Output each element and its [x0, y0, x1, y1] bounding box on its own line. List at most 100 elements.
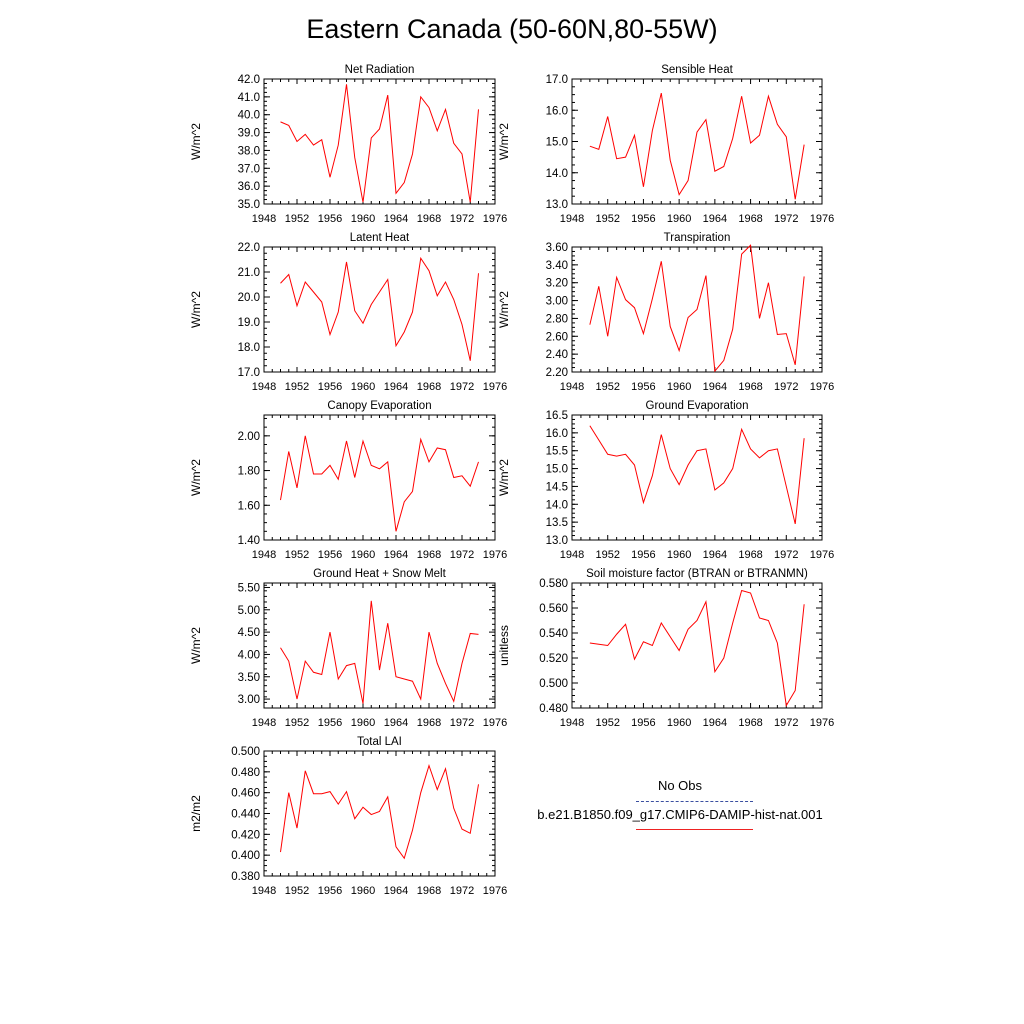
- y-tick-label: 38.0: [238, 145, 260, 157]
- x-tick-label: 1960: [667, 213, 691, 225]
- y-axis-label: W/m^2: [189, 627, 203, 664]
- y-tick-label: 16.0: [546, 428, 568, 440]
- x-tick-label: 1956: [631, 381, 655, 393]
- x-tick-label: 1976: [810, 549, 834, 561]
- x-tick-label: 1960: [667, 717, 691, 729]
- x-tick-label: 1952: [595, 213, 619, 225]
- x-tick-label: 1972: [450, 381, 474, 393]
- x-tick-label: 1948: [252, 717, 276, 729]
- y-axis-label: W/m^2: [497, 291, 511, 328]
- chart-panel-7: Ground Heat + Snow Melt W/m^2 1948 1952 1956…: [189, 568, 507, 729]
- x-tick-label: 1976: [810, 381, 834, 393]
- x-tick-label: 1948: [252, 213, 276, 225]
- y-tick-label: 41.0: [238, 92, 260, 104]
- y-tick-label: 0.380: [231, 871, 260, 883]
- y-tick-label: 40.0: [238, 110, 260, 122]
- x-tick-label: 1968: [738, 381, 762, 393]
- chart-panel-8: Soil moisture factor (BTRAN or BTRANMN) u…: [497, 568, 834, 729]
- x-tick-label: 1964: [384, 549, 408, 561]
- y-tick-label: 3.60: [546, 242, 568, 254]
- series-line: [280, 84, 479, 203]
- panel-title: Ground Evaporation: [646, 400, 749, 412]
- x-tick-label: 1948: [252, 381, 276, 393]
- legend-obs-line: [636, 801, 753, 802]
- x-tick-label: 1960: [351, 381, 375, 393]
- y-tick-label: 35.0: [238, 199, 260, 211]
- x-tick-label: 1972: [774, 549, 798, 561]
- y-tick-label: 18.0: [238, 342, 260, 354]
- x-tick-label: 1972: [450, 549, 474, 561]
- y-tick-label: 1.60: [238, 500, 260, 512]
- chart-panel-5: Canopy Evaporation W/m^2 1948 1952 1956 1960 1…: [189, 400, 507, 561]
- series-line: [589, 92, 805, 200]
- y-tick-label: 17.0: [238, 367, 260, 379]
- x-tick-label: 1952: [285, 717, 309, 729]
- x-tick-label: 1972: [774, 213, 798, 225]
- x-tick-label: 1956: [631, 213, 655, 225]
- x-tick-label: 1952: [285, 213, 309, 225]
- y-tick-label: 0.540: [539, 628, 568, 640]
- y-tick-label: 15.0: [546, 464, 568, 476]
- y-tick-label: 15.5: [546, 446, 568, 458]
- x-tick-label: 1976: [483, 549, 507, 561]
- y-tick-label: 19.0: [238, 317, 260, 329]
- y-tick-label: 42.0: [238, 74, 260, 86]
- y-tick-label: 13.0: [546, 199, 568, 211]
- x-tick-label: 1948: [252, 549, 276, 561]
- y-tick-label: 20.0: [238, 292, 260, 304]
- y-tick-label: 13.5: [546, 517, 568, 529]
- y-axis-label: unitless: [497, 625, 511, 666]
- y-axis-label: W/m^2: [497, 123, 511, 160]
- x-tick-label: 1964: [384, 717, 408, 729]
- y-tick-label: 3.40: [546, 260, 568, 272]
- x-tick-label: 1948: [252, 885, 276, 897]
- y-tick-label: 0.480: [231, 767, 260, 779]
- x-tick-label: 1952: [595, 381, 619, 393]
- x-tick-label: 1964: [384, 381, 408, 393]
- y-tick-label: 1.40: [238, 535, 260, 547]
- y-tick-label: 16.0: [546, 105, 568, 117]
- y-tick-label: 0.580: [539, 578, 568, 590]
- y-tick-label: 4.00: [238, 649, 260, 661]
- series-line: [589, 425, 805, 525]
- x-tick-label: 1972: [450, 885, 474, 897]
- x-tick-label: 1956: [318, 885, 342, 897]
- y-tick-label: 5.00: [238, 605, 260, 617]
- panel-title: Transpiration: [664, 232, 731, 244]
- y-axis-label: W/m^2: [189, 123, 203, 160]
- y-tick-label: 0.400: [231, 850, 260, 862]
- x-tick-label: 1956: [631, 549, 655, 561]
- y-tick-label: 21.0: [238, 267, 260, 279]
- y-axis-label: W/m^2: [189, 291, 203, 328]
- x-tick-label: 1948: [560, 381, 584, 393]
- legend-obs-label: No Obs: [657, 778, 703, 793]
- series-line: [589, 589, 805, 707]
- x-tick-label: 1964: [384, 885, 408, 897]
- y-tick-label: 16.5: [546, 410, 568, 422]
- x-tick-label: 1964: [384, 213, 408, 225]
- chart-panel-1: Net Radiation W/m^2 1948 1952 1956 1960 1964 19…: [189, 64, 507, 225]
- x-tick-label: 1960: [351, 549, 375, 561]
- y-tick-label: 0.460: [231, 788, 260, 800]
- y-tick-label: 14.5: [546, 481, 568, 493]
- legend-model-label: b.e21.B1850.f09_g17.CMIP6-DAMIP-hist-nat…: [537, 807, 823, 822]
- y-tick-label: 3.50: [238, 672, 260, 684]
- y-tick-label: 0.440: [231, 809, 260, 821]
- chart-panel-3: Latent Heat W/m^2 1948 1952 1956 1960 1964 1968…: [189, 232, 507, 393]
- x-tick-label: 1952: [285, 381, 309, 393]
- x-tick-label: 1952: [595, 549, 619, 561]
- x-tick-label: 1960: [667, 549, 691, 561]
- plot-frame: [571, 582, 823, 709]
- y-tick-label: 36.0: [238, 181, 260, 193]
- y-tick-label: 39.0: [238, 128, 260, 140]
- y-tick-label: 0.560: [539, 603, 568, 615]
- x-tick-label: 1964: [703, 213, 727, 225]
- y-tick-label: 14.0: [546, 499, 568, 511]
- series-line: [280, 256, 479, 361]
- y-axis-label: W/m^2: [497, 459, 511, 496]
- y-tick-label: 22.0: [238, 242, 260, 254]
- x-tick-label: 1952: [285, 549, 309, 561]
- y-tick-label: 0.520: [539, 653, 568, 665]
- page-title: Eastern Canada (50-60N,80-55W): [306, 14, 718, 44]
- x-tick-label: 1956: [318, 213, 342, 225]
